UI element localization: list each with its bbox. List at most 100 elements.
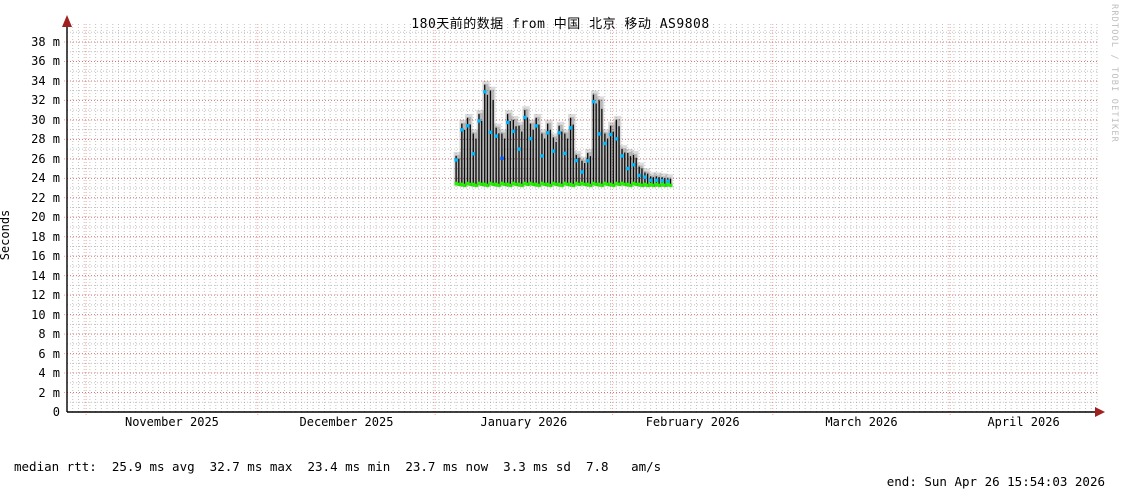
median-dot-green <box>520 183 524 188</box>
median-dot-green <box>466 181 470 186</box>
median-dot-green <box>649 182 653 187</box>
smoke-band <box>621 148 626 186</box>
y-tick-label: 20 m <box>31 210 60 225</box>
median-dot-green <box>617 182 621 187</box>
median-dot-loss <box>574 158 579 163</box>
median-dot-green <box>457 182 461 187</box>
smoke-band <box>569 116 575 187</box>
smoke-band <box>505 110 513 188</box>
smoke-band <box>518 124 523 187</box>
median-dot-green <box>594 182 599 187</box>
median-dot-green <box>583 182 587 187</box>
y-tick-label: 26 m <box>31 151 60 166</box>
median-dot-green <box>488 181 493 186</box>
median-dot-loss <box>494 134 498 138</box>
median-dot-green <box>540 181 544 186</box>
y-tick-label: 36 m <box>31 54 60 69</box>
median-dot-green <box>591 181 596 186</box>
median-dot-green <box>554 182 558 187</box>
smoke-band <box>603 132 609 186</box>
median-dot-loss <box>465 124 470 128</box>
median-dot-green <box>463 183 467 188</box>
median-dot-green <box>637 182 642 187</box>
y-tick-label: 6 m <box>38 346 60 361</box>
smoke-band <box>470 129 479 188</box>
smoke-band <box>506 113 512 187</box>
median-dot-loss <box>454 158 458 162</box>
median-dot-green <box>506 182 510 187</box>
median-dot-green <box>503 182 507 187</box>
y-tick-label: 4 m <box>38 366 60 381</box>
smoke-band <box>546 122 552 187</box>
y-tick-label: 34 m <box>31 73 60 88</box>
smoke-band <box>535 116 540 187</box>
smoke-band <box>592 93 598 186</box>
median-dot-loss <box>654 178 659 182</box>
median-dot-green <box>626 182 630 187</box>
smoke-band <box>460 122 466 187</box>
median-dot-loss <box>609 132 613 137</box>
smoke-band <box>465 113 473 187</box>
smoke-band <box>556 121 565 188</box>
x-tick-label: November 2025 <box>124 415 219 429</box>
y-tick-label: 22 m <box>31 190 60 205</box>
smoke-band <box>643 171 649 187</box>
median-dot-loss <box>620 154 624 158</box>
smoke-band <box>573 150 582 187</box>
smoke-band <box>495 126 500 187</box>
median-dot-green <box>523 181 527 186</box>
smoke-band <box>523 109 529 186</box>
smoke-band <box>598 99 603 187</box>
median-dot-green <box>597 182 602 187</box>
smoke-band <box>540 132 546 186</box>
median-dot-loss <box>649 178 653 182</box>
median-dot-green <box>537 183 541 188</box>
median-dot-green <box>471 182 476 187</box>
smoke-band <box>493 123 502 188</box>
median-dot-loss <box>568 126 573 130</box>
median-dot-green <box>551 181 556 186</box>
median-dot-loss <box>477 119 481 123</box>
median-dot-green <box>525 182 530 187</box>
median-dot-loss <box>471 152 476 156</box>
smoke-band <box>563 132 569 186</box>
median-dot-loss <box>523 115 527 120</box>
smoke-band <box>453 151 462 187</box>
median-dot-green <box>477 181 481 186</box>
smoke-band <box>575 153 580 186</box>
smoke-band <box>632 153 638 186</box>
median-dot-green <box>600 183 604 188</box>
smoke-band <box>552 136 557 186</box>
median-dot-green <box>666 182 670 187</box>
median-dot-loss <box>534 124 539 128</box>
median-dot-green <box>580 181 584 186</box>
median-dot-green <box>606 182 610 187</box>
median-dot-loss <box>460 128 464 132</box>
median-dot-green <box>574 181 579 186</box>
median-dot-green <box>497 183 501 188</box>
median-dot-green <box>563 181 567 186</box>
median-dot-green <box>611 183 616 188</box>
smoke-band <box>613 115 622 187</box>
smoke-band <box>516 121 525 188</box>
median-dot-loss <box>580 170 584 174</box>
chart-title: 180天前的数据 from 中国 北京 移动 AS9808 <box>411 17 710 32</box>
median-dot-loss <box>660 179 664 183</box>
median-dot-loss <box>603 141 607 146</box>
smoke-band <box>472 132 477 187</box>
median-dot-green <box>634 182 639 187</box>
median-dot-loss <box>500 156 504 161</box>
y-tick-label: 30 m <box>31 112 60 127</box>
y-tick-label: 16 m <box>31 249 60 264</box>
smoke-band <box>609 124 615 187</box>
median-dot-loss <box>631 163 636 167</box>
median-dot-loss <box>666 179 670 183</box>
median-dot-green <box>468 182 473 187</box>
median-dot-green <box>657 183 661 188</box>
smoke-band <box>558 124 563 187</box>
median-dot-green <box>494 182 499 187</box>
smoke-band <box>533 113 542 188</box>
median-dot-green <box>514 182 518 187</box>
median-dot-loss <box>511 129 516 133</box>
